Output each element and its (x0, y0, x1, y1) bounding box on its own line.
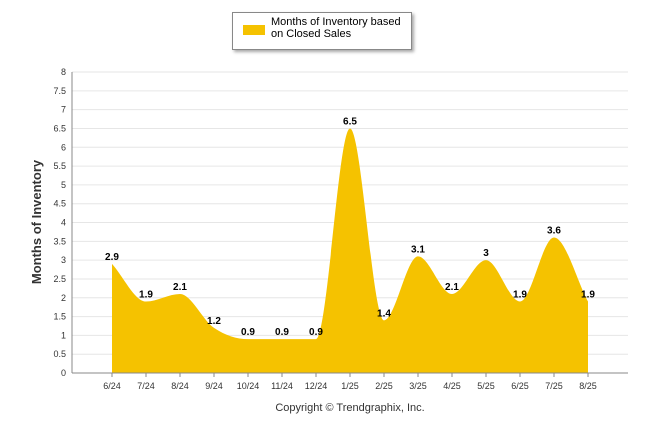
x-tick-label: 8/25 (579, 381, 597, 391)
data-label: 3 (483, 248, 489, 259)
data-label: 1.9 (139, 290, 153, 301)
data-label: 0.9 (275, 327, 289, 338)
y-tick-label: 4 (61, 218, 66, 228)
x-tick-label: 7/25 (545, 381, 563, 391)
y-tick-label: 1.5 (53, 312, 66, 322)
copyright-text: Copyright © Trendgraphix, Inc. (275, 402, 425, 414)
y-axis-title: Months of Inventory (29, 159, 44, 284)
data-label: 1.9 (581, 290, 595, 301)
x-tick-label: 11/24 (271, 381, 293, 391)
x-tick-label: 3/25 (409, 381, 427, 391)
x-tick-label: 6/24 (103, 381, 121, 391)
legend-label: Months of Inventory based on Closed Sale… (271, 16, 401, 40)
y-tick-label: 3 (61, 255, 66, 265)
x-tick-label: 6/25 (511, 381, 529, 391)
y-tick-label: 3.5 (53, 236, 66, 246)
y-tick-label: 5 (61, 180, 66, 190)
y-tick-label: 8 (61, 67, 66, 77)
area-series (112, 128, 588, 373)
area-series-fill (112, 128, 588, 373)
x-tick-label: 2/25 (375, 381, 393, 391)
y-tick-label: 1 (61, 330, 66, 340)
data-label: 0.9 (241, 327, 255, 338)
axes: 6/24 7/24 8/24 9/24 10/24 11/24 12/24 1/25 2/25 3… (71, 72, 628, 391)
data-label: 6.5 (343, 116, 357, 127)
x-tick-label: 5/25 (477, 381, 495, 391)
data-label: 2.9 (105, 252, 119, 263)
x-tick-label: 4/25 (443, 381, 461, 391)
data-label: 1.9 (513, 290, 527, 301)
legend: Months of Inventory based on Closed Sale… (232, 12, 412, 50)
data-label: 2.1 (173, 282, 187, 293)
y-tick-label: 5.5 (53, 161, 66, 171)
y-tick-label: 0.5 (53, 349, 66, 359)
data-label: 3.1 (411, 244, 425, 255)
data-label: 1.2 (207, 316, 221, 327)
x-tick-label: 8/24 (171, 381, 189, 391)
x-tick-label: 10/24 (237, 381, 260, 391)
y-tick-label: 7.5 (53, 86, 66, 96)
x-tick-label: 12/24 (305, 381, 328, 391)
legend-swatch (243, 25, 265, 35)
data-labels: 2.9 1.9 2.1 1.2 0.9 0.9 0.9 6.5 1.4 3.1 2.1 3 1.9 3.6… (105, 116, 595, 338)
y-tick-label: 2 (61, 293, 66, 303)
x-tick-label: 7/24 (137, 381, 155, 391)
data-label: 3.6 (547, 226, 561, 237)
y-tick-label: 2.5 (53, 274, 66, 284)
x-tick-label: 1/25 (341, 381, 359, 391)
y-tick-label: 6 (61, 142, 66, 152)
data-label: 1.4 (377, 308, 391, 319)
y-tick-label: 7 (61, 105, 66, 115)
data-label: 0.9 (309, 327, 323, 338)
x-tick-label: 9/24 (205, 381, 223, 391)
y-tick-label: 6.5 (53, 123, 66, 133)
y-tick-label: 0 (61, 368, 66, 378)
y-tick-label: 4.5 (53, 199, 66, 209)
data-label: 2.1 (445, 282, 459, 293)
